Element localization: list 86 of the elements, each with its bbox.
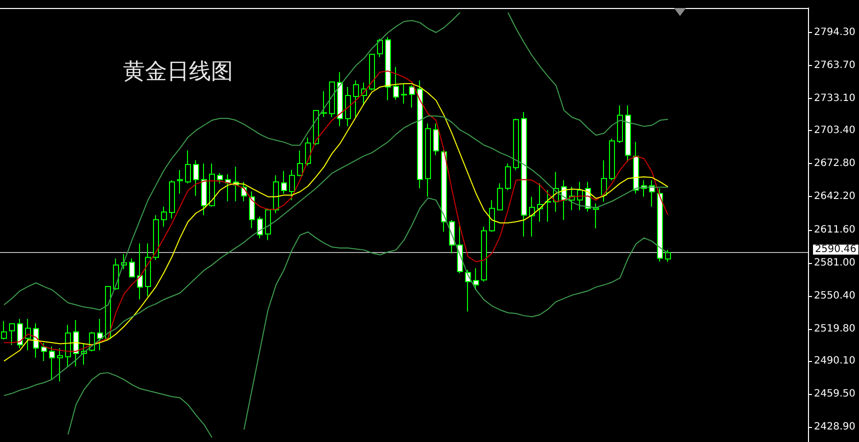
candlestick — [657, 188, 663, 262]
y-tick-label: 2550.40 — [814, 290, 856, 302]
candlestick — [329, 81, 335, 118]
candlestick — [257, 216, 263, 239]
candlestick — [177, 169, 183, 194]
candlestick — [273, 174, 279, 214]
y-tick-label: 2672.80 — [814, 158, 856, 170]
candlestick — [169, 180, 175, 220]
candlestick — [321, 90, 327, 118]
candlestick — [401, 83, 407, 104]
candlestick — [41, 342, 47, 362]
candlestick — [17, 318, 23, 349]
candlestick — [281, 170, 287, 194]
candlestick — [481, 226, 487, 282]
y-tick-label: 2428.90 — [814, 421, 856, 432]
candlestick — [497, 182, 503, 211]
candlestick — [633, 141, 639, 194]
candlestick — [537, 182, 543, 222]
candlestick — [305, 137, 311, 166]
candlestick — [617, 104, 623, 144]
candlestick — [337, 72, 343, 127]
candlestick — [249, 191, 255, 229]
candlestick — [393, 66, 399, 100]
candlestick — [417, 80, 423, 189]
y-tick-label: 2763.70 — [814, 60, 856, 72]
candlestick — [1, 320, 7, 340]
candlestick — [377, 38, 383, 58]
candlestick — [577, 181, 583, 211]
y-tick-label: 2459.50 — [814, 388, 856, 400]
candlestick — [201, 162, 207, 216]
text: 黄金日线图 — [123, 60, 233, 84]
ref-line-label: 2590.46 — [815, 244, 856, 256]
candlestick — [313, 110, 319, 146]
candlestick — [545, 190, 551, 222]
candlestick — [105, 286, 111, 339]
candlestick — [441, 150, 447, 232]
candlestick — [73, 320, 79, 367]
candlestick — [601, 160, 607, 202]
candlestick — [209, 162, 215, 208]
candlestick — [185, 150, 191, 184]
candlestick — [649, 180, 655, 208]
candlestick — [25, 318, 31, 351]
candlestick — [65, 324, 71, 367]
candlestick — [129, 258, 135, 278]
candlestick — [121, 254, 127, 270]
y-tick-label: 2703.40 — [814, 125, 856, 136]
candlestick — [433, 123, 439, 156]
y-tick-label: 2581.00 — [814, 257, 856, 268]
candlestick — [353, 80, 359, 118]
candlestick — [153, 214, 159, 260]
y-tick-label: 2642.20 — [814, 191, 856, 202]
candlestick — [369, 53, 375, 91]
candlestick — [609, 138, 615, 181]
candlestick — [521, 111, 527, 238]
candlestick — [513, 118, 519, 171]
candlestick — [625, 104, 631, 162]
candlestick — [665, 249, 671, 262]
candlestick — [225, 174, 231, 202]
candlestick — [113, 258, 119, 290]
candlestick — [385, 36, 391, 101]
candlestick — [297, 150, 303, 177]
candlestick — [529, 196, 535, 238]
candlestick — [489, 200, 495, 232]
candlestick — [593, 202, 599, 229]
candlestick — [505, 162, 511, 191]
candlestick — [345, 86, 351, 127]
y-tick-label: 2733.10 — [814, 93, 856, 104]
candlestick — [9, 322, 15, 346]
candlestick — [425, 123, 431, 198]
candlestick — [161, 206, 167, 228]
candlestick — [217, 172, 223, 184]
candlestick — [409, 84, 415, 108]
y-tick-label: 2519.80 — [814, 323, 856, 334]
candlestick — [289, 169, 295, 201]
candlestick — [137, 242, 143, 300]
candlestick — [457, 222, 463, 274]
y-tick-label: 2611.60 — [814, 224, 856, 236]
candlestick — [473, 268, 479, 290]
candlestick — [49, 346, 55, 380]
candlestick — [145, 242, 151, 297]
line-series — [4, 115, 668, 396]
candlestick — [193, 160, 199, 196]
y-tick-label: 2794.30 — [814, 27, 856, 38]
y-tick-label: 2490.10 — [814, 355, 856, 366]
candlestick — [57, 348, 63, 382]
candlestick — [97, 318, 103, 351]
